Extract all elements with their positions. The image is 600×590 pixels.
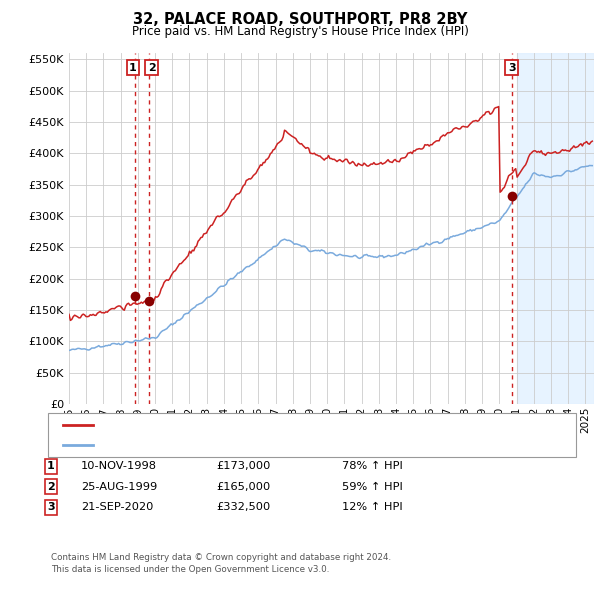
Text: 32, PALACE ROAD, SOUTHPORT, PR8 2BY (detached house): 32, PALACE ROAD, SOUTHPORT, PR8 2BY (det… — [99, 421, 422, 430]
Text: 78% ↑ HPI: 78% ↑ HPI — [342, 461, 403, 471]
Text: Contains HM Land Registry data © Crown copyright and database right 2024.: Contains HM Land Registry data © Crown c… — [51, 553, 391, 562]
Text: 12% ↑ HPI: 12% ↑ HPI — [342, 503, 403, 512]
Text: Price paid vs. HM Land Registry's House Price Index (HPI): Price paid vs. HM Land Registry's House … — [131, 25, 469, 38]
Text: 1: 1 — [47, 461, 55, 471]
Text: HPI: Average price, detached house, Sefton: HPI: Average price, detached house, Seft… — [99, 440, 337, 450]
Text: This data is licensed under the Open Government Licence v3.0.: This data is licensed under the Open Gov… — [51, 565, 329, 573]
Text: £332,500: £332,500 — [216, 503, 270, 512]
Text: 21-SEP-2020: 21-SEP-2020 — [81, 503, 154, 512]
Text: 25-AUG-1999: 25-AUG-1999 — [81, 482, 157, 491]
Text: £173,000: £173,000 — [216, 461, 271, 471]
Text: 3: 3 — [508, 63, 515, 73]
Text: 10-NOV-1998: 10-NOV-1998 — [81, 461, 157, 471]
Text: 2: 2 — [47, 482, 55, 491]
Text: 32, PALACE ROAD, SOUTHPORT, PR8 2BY: 32, PALACE ROAD, SOUTHPORT, PR8 2BY — [133, 12, 467, 27]
Text: 3: 3 — [47, 503, 55, 512]
Text: 2: 2 — [148, 63, 155, 73]
Text: 1: 1 — [129, 63, 137, 73]
Text: 59% ↑ HPI: 59% ↑ HPI — [342, 482, 403, 491]
Bar — [517, 53, 594, 404]
Text: £165,000: £165,000 — [216, 482, 270, 491]
